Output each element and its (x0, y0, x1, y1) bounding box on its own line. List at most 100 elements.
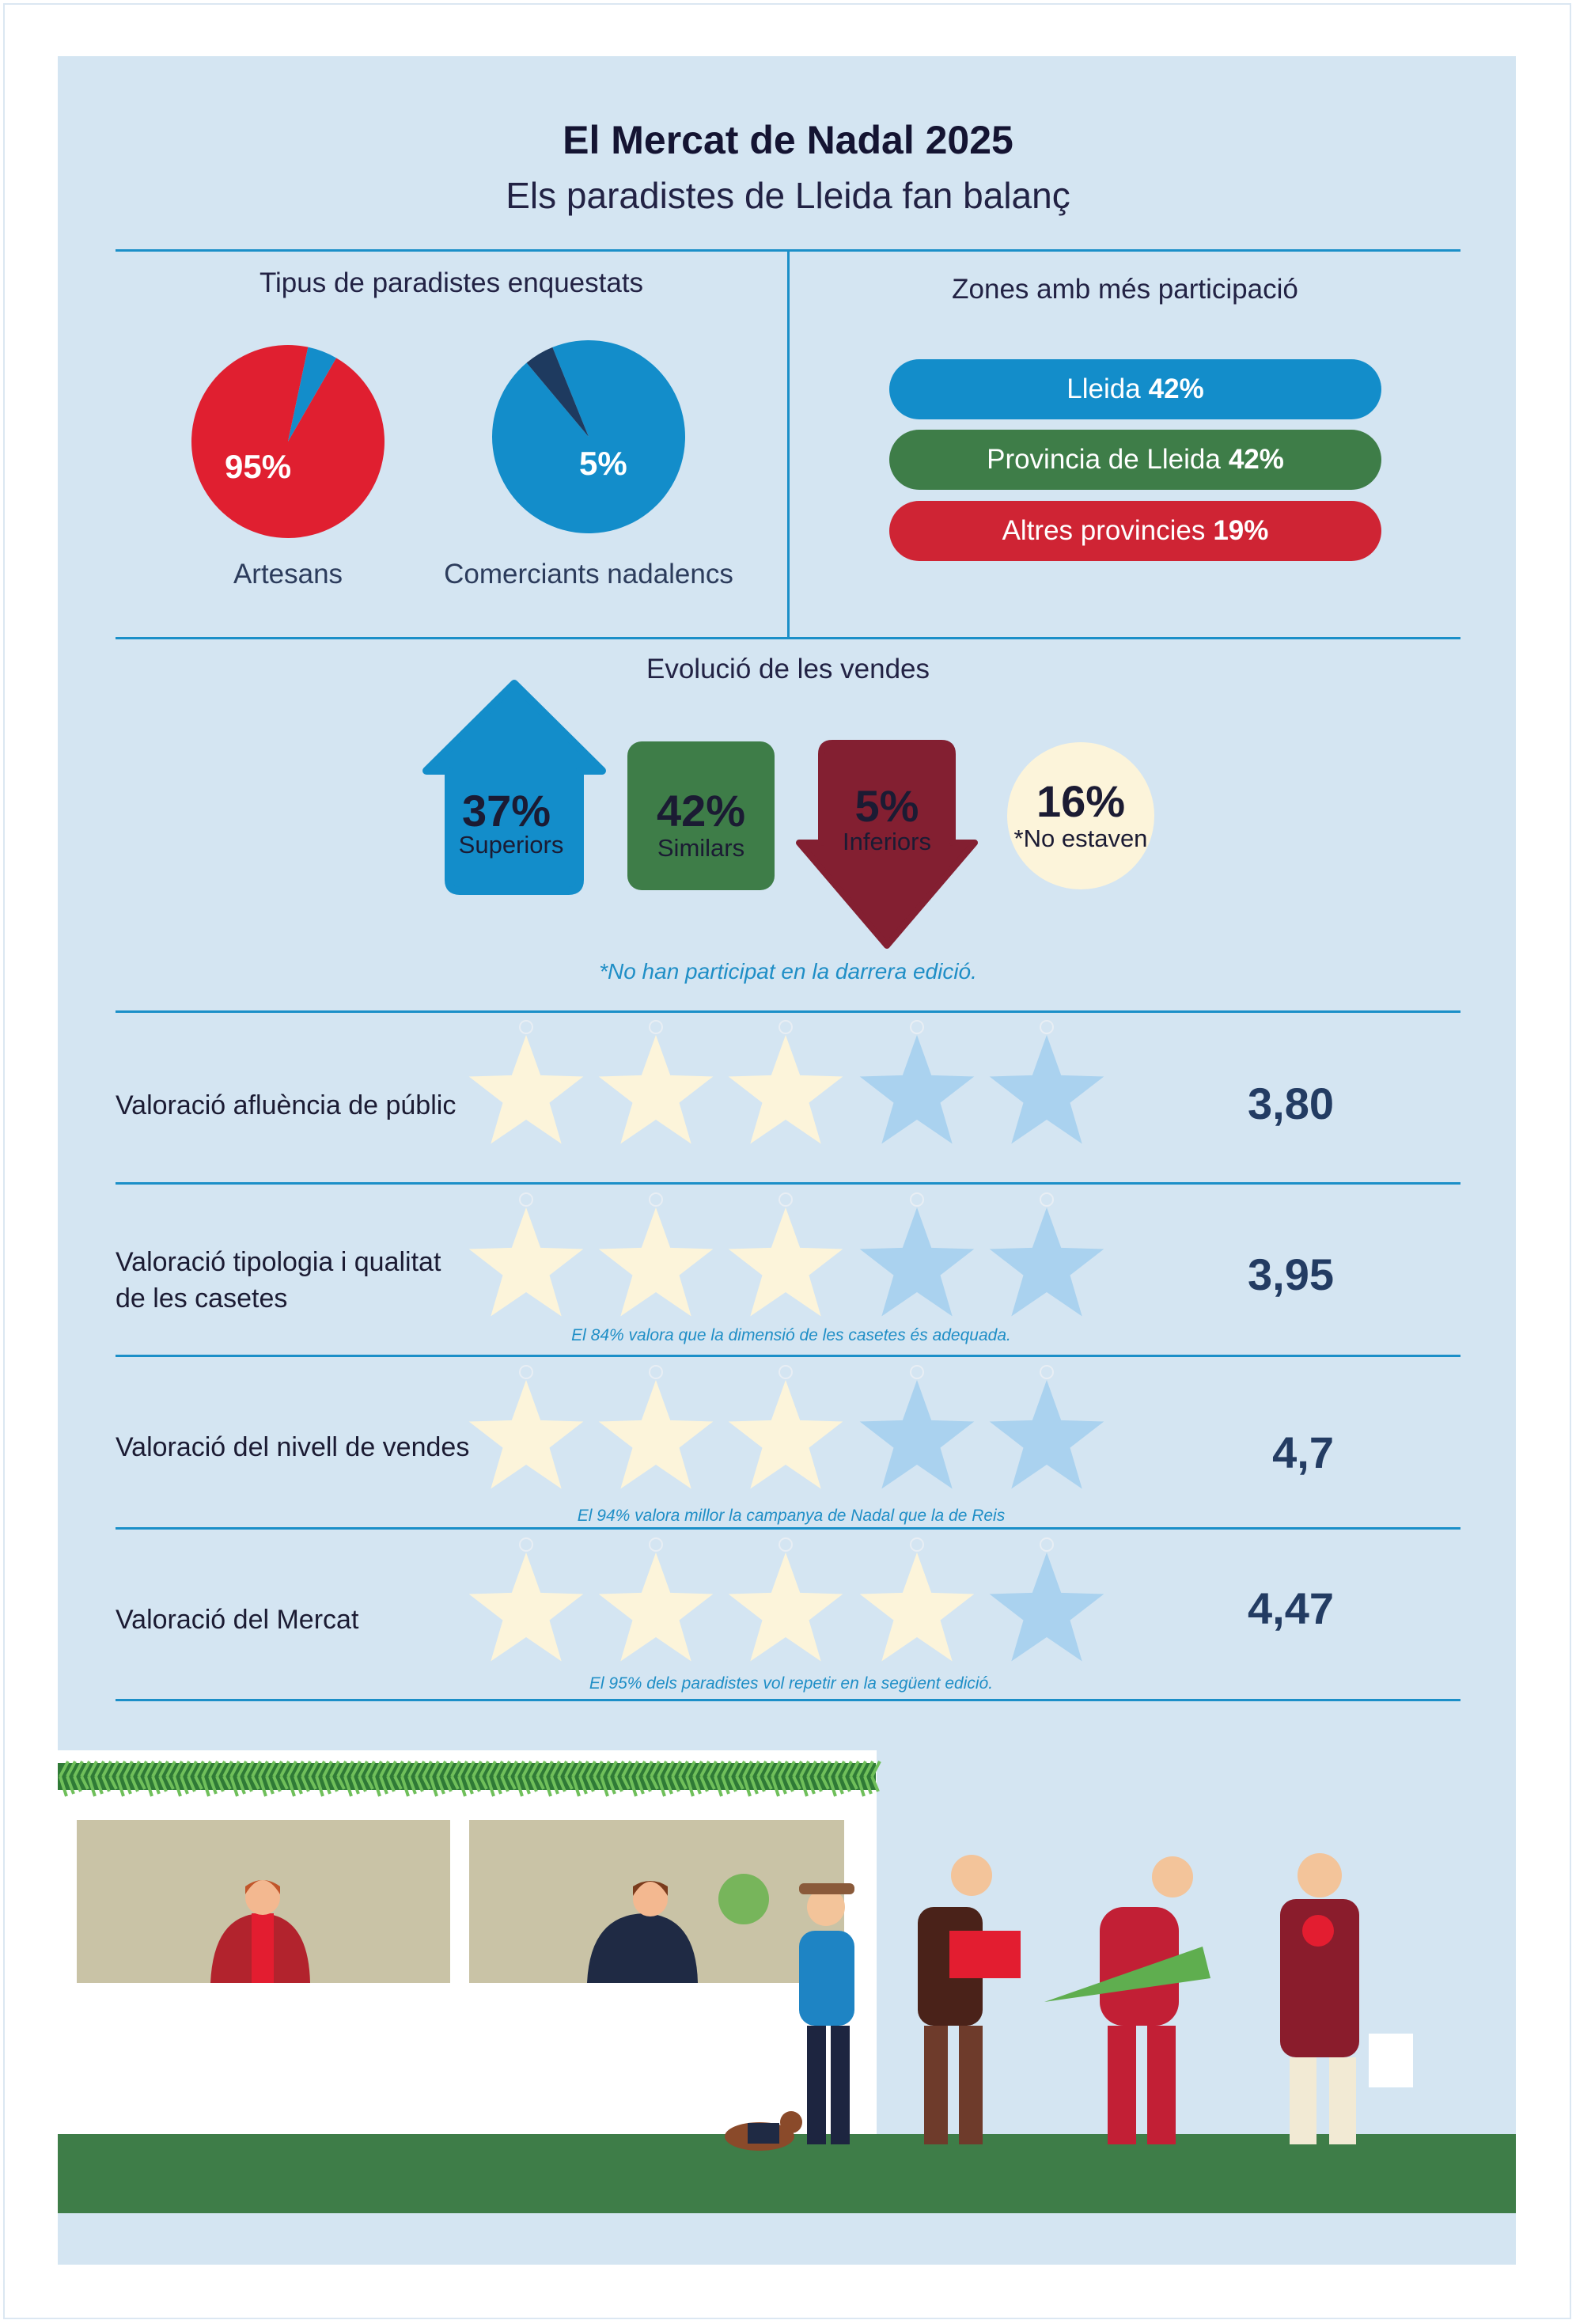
sales-section-title: Evolució de les vendes (646, 654, 930, 684)
garland-needle (286, 1776, 296, 1797)
star-hook (910, 1192, 924, 1207)
star-hook (649, 1537, 663, 1552)
sales-pct-superiors: 37% (461, 786, 551, 836)
garland-needle (407, 1776, 417, 1795)
garland-needle (472, 1761, 483, 1777)
garland-needle (329, 1761, 340, 1777)
sales-label-inferiors: Inferiors (843, 828, 931, 855)
garland-needle (621, 1776, 631, 1790)
star-filled (598, 1380, 714, 1489)
garland-needle (180, 1761, 191, 1777)
garland-needle (664, 1776, 673, 1795)
garland-needle (144, 1761, 155, 1777)
garland-needle (528, 1776, 538, 1792)
rating-label-line: Valoració tipologia i qualitat (116, 1247, 441, 1277)
star-filled (728, 1552, 843, 1662)
garland-needle (799, 1761, 810, 1777)
star-hook (519, 1020, 533, 1034)
garland-needle (66, 1761, 77, 1777)
garland-needle (778, 1776, 787, 1795)
garland-needle (116, 1761, 127, 1777)
star-hook (779, 1365, 793, 1379)
garland-needle (714, 1761, 725, 1777)
garland-needle (343, 1776, 353, 1797)
star-empty (989, 1035, 1104, 1144)
garland-needle (863, 1761, 874, 1777)
garland-needle (158, 1776, 168, 1792)
pie-slice-comerciants (526, 347, 589, 437)
garland-needle (336, 1776, 346, 1790)
garland-needle (443, 1776, 453, 1792)
rating-label-line: de les casetes (116, 1283, 288, 1314)
garland-needle (194, 1776, 203, 1790)
garland-needle (699, 1761, 710, 1777)
garland-needle (144, 1776, 153, 1797)
garland-needle (315, 1761, 326, 1777)
dog (725, 2111, 802, 2151)
star-hook (649, 1020, 663, 1034)
star-hook (779, 1020, 793, 1034)
pie-slice-artesans-rest (288, 347, 336, 442)
garland-needle (507, 1761, 518, 1777)
garland-needle (749, 1761, 760, 1777)
star-hook (910, 1020, 924, 1034)
garland-needle (393, 1776, 403, 1790)
garland-needle (329, 1776, 339, 1792)
garland-needle (564, 1761, 575, 1777)
arrow-up-superiors (422, 680, 606, 895)
garland-needle (642, 1776, 652, 1792)
sales-footnote: *No han participat en la darrera edició. (599, 959, 977, 984)
garland-needle (73, 1776, 82, 1792)
star-filled (468, 1035, 584, 1144)
garland-needle (400, 1776, 410, 1797)
garland-needle (664, 1761, 675, 1777)
garland-needle (123, 1761, 134, 1777)
garland-needle (820, 1761, 832, 1777)
garland-needle (457, 1761, 468, 1777)
garland-needle (507, 1776, 517, 1790)
sales-label-no-estaven: *No estaven (1013, 825, 1148, 852)
garland-needle (593, 1761, 604, 1777)
garland-needle (123, 1776, 132, 1795)
star-filled (468, 1552, 584, 1662)
garland-needle (593, 1776, 602, 1790)
garland-needle (571, 1761, 582, 1777)
walker-4 (1280, 1853, 1413, 2144)
zone-pill-altres: Altres provincies 19% (889, 501, 1381, 561)
star-hook (1040, 1537, 1054, 1552)
garland-needle (265, 1761, 276, 1777)
walker-1 (718, 1874, 854, 2144)
garland-needle (835, 1776, 844, 1795)
garland-needle (130, 1761, 141, 1777)
garland-needle (137, 1761, 148, 1777)
rating-label-afluencia: Valoració afluència de públic (116, 1090, 457, 1120)
star-hook (1040, 1020, 1054, 1034)
garland-needle (172, 1776, 182, 1797)
garland-needle (379, 1776, 388, 1795)
sales-pct-inferiors: 5% (854, 781, 919, 831)
star-empty (859, 1035, 975, 1144)
star-empty (989, 1552, 1104, 1662)
star-hook (519, 1192, 533, 1207)
garland-needle (116, 1776, 125, 1797)
garland-needle (229, 1761, 241, 1777)
star-hook (910, 1537, 924, 1552)
garland-needle (137, 1776, 146, 1790)
garland-needle (294, 1761, 305, 1777)
garland-needle (685, 1776, 695, 1797)
garland-needle (87, 1776, 97, 1797)
rating-note-vendes: El 94% valora millor la campanya de Nada… (577, 1507, 1006, 1525)
garland-needle (678, 1776, 688, 1790)
garland-needle (521, 1761, 532, 1777)
garland-needle (165, 1776, 175, 1790)
circle-no-estaven (1007, 742, 1154, 889)
garland-needle (237, 1776, 246, 1795)
garland-needle (536, 1761, 547, 1777)
garland-needle (286, 1761, 297, 1777)
garland-needle (208, 1776, 218, 1795)
page-frame (3, 3, 1571, 2319)
zones-section-title: Zones amb més participació (952, 274, 1298, 305)
zone-pct: 19% (1213, 515, 1269, 546)
garland-needle (692, 1761, 703, 1777)
